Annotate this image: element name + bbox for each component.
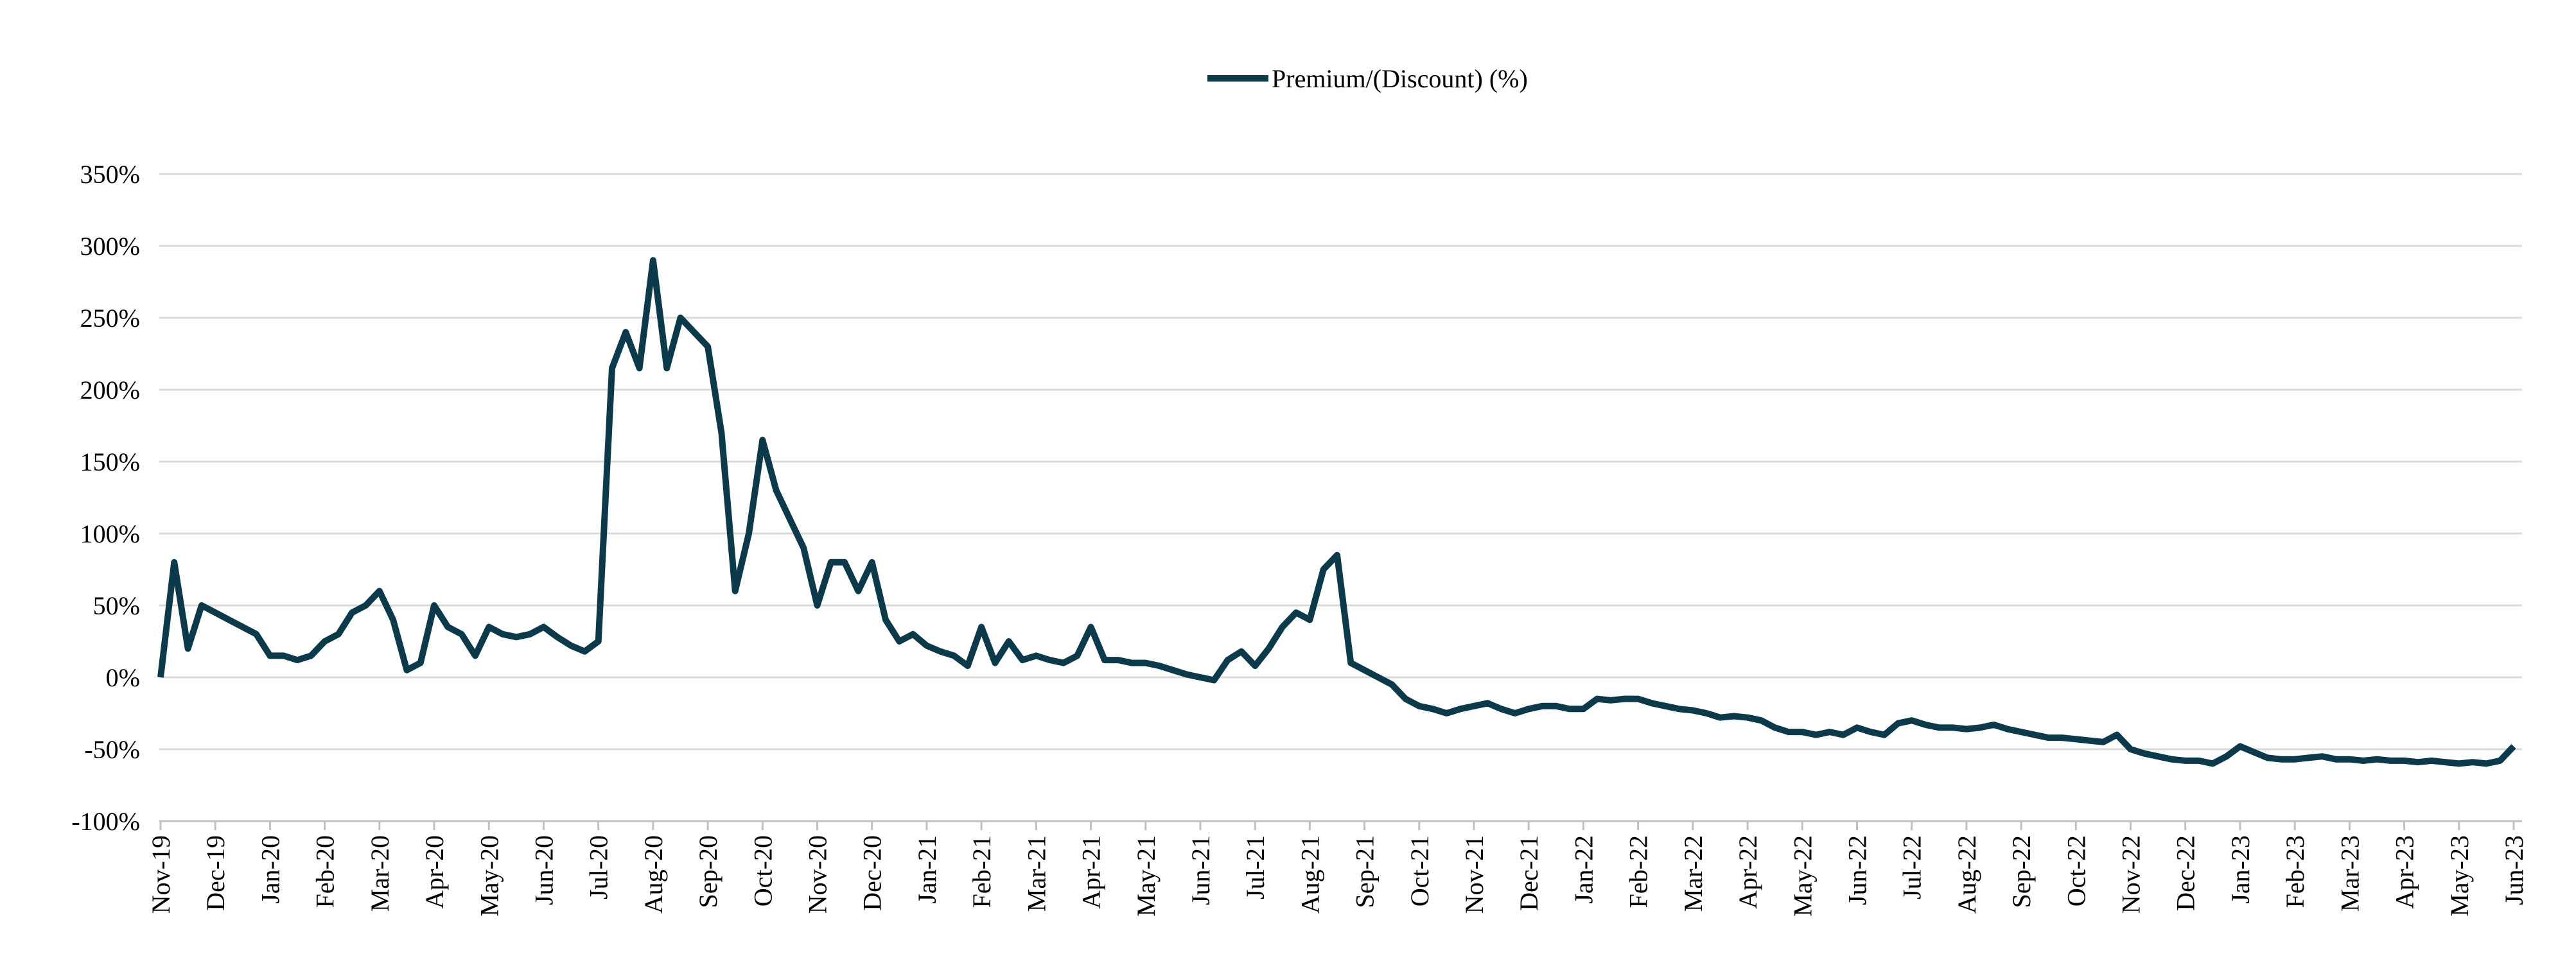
x-tick-label: Nov-22: [2117, 835, 2146, 914]
x-tick-label: Jul-21: [1241, 835, 1270, 899]
x-tick-label: Dec-21: [1514, 835, 1543, 911]
x-tick-label: Jul-20: [584, 835, 613, 899]
x-tick-label: Aug-21: [1295, 835, 1324, 914]
x-tick-label: Sep-22: [2007, 835, 2036, 908]
y-tick-label: 250%: [80, 304, 140, 333]
x-tick-label: Jun-23: [2500, 835, 2528, 905]
x-tick-label: Dec-22: [2171, 835, 2200, 911]
y-tick-label: -100%: [71, 807, 140, 836]
x-tick-label: Aug-22: [1952, 835, 1981, 914]
x-tick-label: May-21: [1132, 835, 1161, 917]
y-tick-label: 150%: [80, 447, 140, 476]
x-tick-label: Aug-20: [639, 835, 668, 914]
x-tick-label: Jul-22: [1898, 835, 1927, 899]
x-tick-label: Apr-23: [2390, 835, 2419, 909]
x-tick-label: Oct-22: [2062, 835, 2090, 907]
y-tick-label: 100%: [80, 519, 140, 548]
x-tick-label: Dec-20: [858, 835, 887, 911]
y-tick-label: 200%: [80, 376, 140, 404]
x-tick-label: Sep-20: [694, 835, 723, 908]
x-tick-label: Feb-21: [967, 835, 996, 908]
x-tick-label: May-23: [2445, 835, 2474, 917]
x-tick-label: Nov-21: [1460, 835, 1489, 914]
y-tick-label: 350%: [80, 160, 140, 189]
legend-label: Premium/(Discount) (%): [1272, 64, 1528, 93]
x-tick-label: Mar-21: [1022, 835, 1051, 912]
y-tick-label: 0%: [106, 663, 140, 692]
x-tick-label: Dec-19: [201, 835, 230, 911]
y-tick-label: -50%: [84, 735, 140, 764]
x-tick-label: May-22: [1788, 835, 1817, 917]
x-tick-label: Apr-22: [1733, 835, 1762, 909]
x-tick-label: Jan-21: [913, 835, 942, 904]
x-tick-label: Feb-23: [2281, 835, 2309, 908]
y-tick-label: 300%: [80, 232, 140, 261]
x-tick-label: Feb-22: [1624, 835, 1653, 908]
x-tick-label: Mar-23: [2335, 835, 2364, 912]
x-tick-label: Oct-21: [1405, 835, 1434, 907]
data-line: [157, 257, 2516, 767]
x-tick-label: Sep-21: [1351, 835, 1380, 908]
x-tick-label: Nov-20: [803, 835, 832, 914]
x-tick-label: Feb-20: [311, 835, 340, 908]
x-tick-label: Oct-20: [748, 835, 777, 907]
x-tick-label: Jun-22: [1843, 835, 1871, 905]
y-tick-label: 50%: [93, 591, 140, 620]
x-tick-label: Mar-20: [365, 835, 394, 912]
x-tick-label: Apr-21: [1077, 835, 1106, 909]
x-tick-label: Mar-22: [1679, 835, 1708, 912]
x-tick-label: Jan-23: [2226, 835, 2255, 904]
x-tick-label: Jan-20: [256, 835, 285, 904]
x-tick-label: May-20: [475, 835, 504, 917]
x-tick-label: Nov-19: [146, 835, 175, 914]
x-tick-label: Apr-20: [420, 835, 449, 909]
x-tick-label: Jun-20: [529, 835, 558, 905]
x-tick-label: Jun-21: [1186, 835, 1215, 905]
x-tick-label: Jan-22: [1569, 835, 1598, 904]
